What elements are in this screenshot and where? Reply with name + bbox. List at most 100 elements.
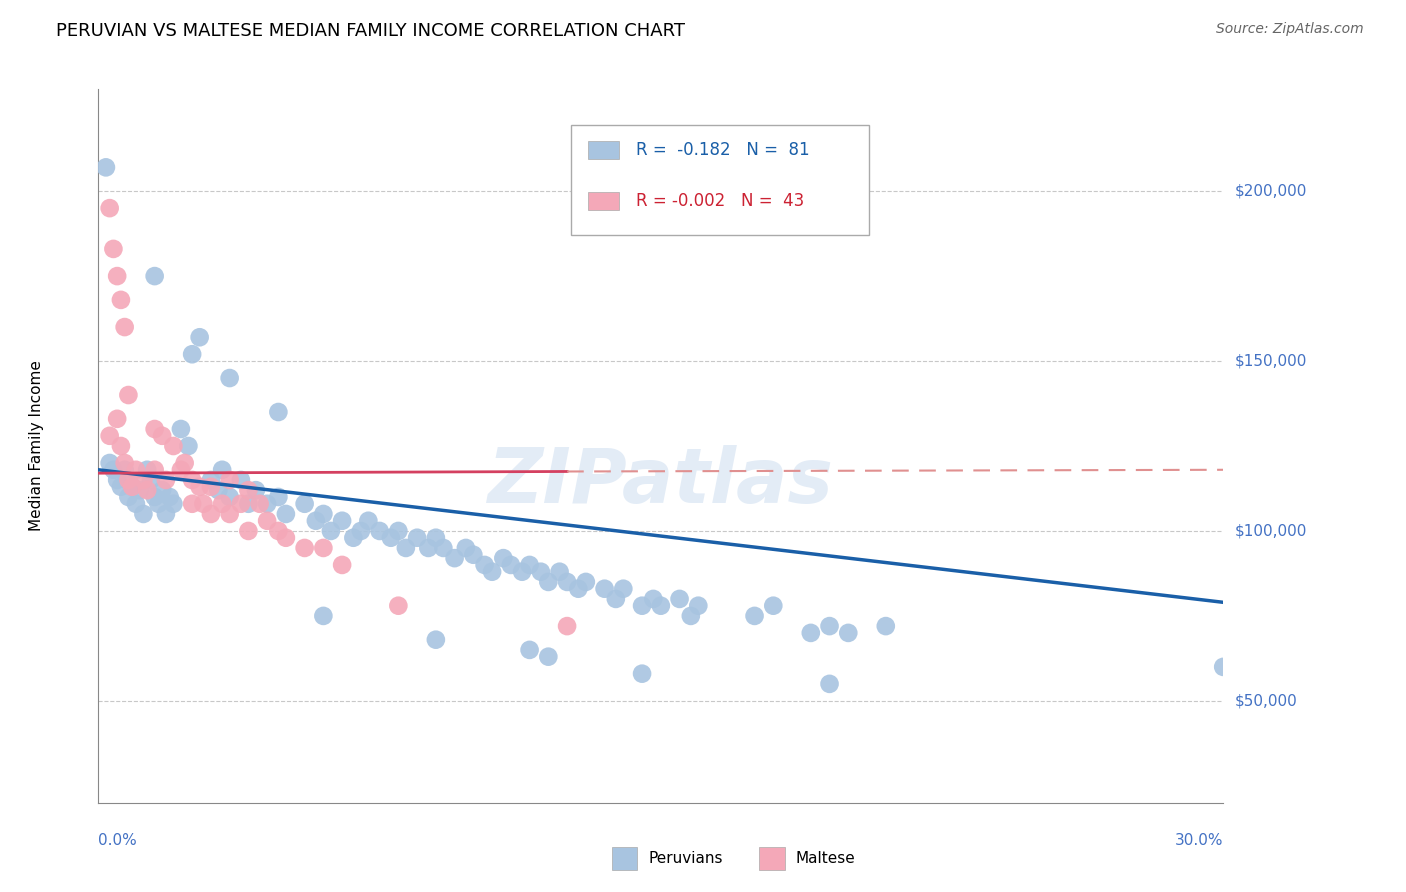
Point [267,490,290,504]
Point [837,626,859,640]
Point [800,626,823,640]
Point [200,480,222,494]
Point [688,599,710,613]
Point [312,608,335,623]
Point [425,632,447,647]
Point [245,483,267,498]
Point [114,320,136,334]
Point [432,541,454,555]
Point [114,463,136,477]
Point [173,456,195,470]
Point [380,531,402,545]
Point [103,242,125,256]
Text: $100,000: $100,000 [1234,524,1306,539]
Point [110,293,132,307]
Point [499,558,522,572]
Text: Peruvians: Peruvians [648,851,723,866]
Point [537,649,560,664]
Point [643,591,665,606]
Point [492,551,515,566]
Point [139,473,162,487]
Point [406,531,429,545]
Point [117,388,139,402]
Point [357,514,380,528]
Point [143,463,166,477]
Point [818,619,841,633]
Point [387,599,409,613]
Point [274,531,297,545]
Point [555,619,578,633]
Text: $200,000: $200,000 [1234,184,1306,199]
Point [110,480,132,494]
Point [162,497,184,511]
Point [105,473,128,487]
Point [159,490,181,504]
Point [143,422,166,436]
Point [668,591,690,606]
Point [537,574,560,589]
Point [103,463,125,477]
Point [350,524,373,538]
Point [249,497,271,511]
Bar [571,125,869,235]
Point [98,201,121,215]
Point [818,677,841,691]
Point [121,480,143,494]
Point [238,497,260,511]
Point [368,524,391,538]
Point [170,463,193,477]
Point [612,582,634,596]
Point [218,490,240,504]
Point [744,608,766,623]
Point [679,608,702,623]
Point [267,405,290,419]
Point [238,524,260,538]
Point [342,531,364,545]
Point [218,473,240,487]
Point [418,541,440,555]
Point [136,463,159,477]
Point [188,330,211,344]
Point [631,666,654,681]
Text: Maltese: Maltese [796,851,855,866]
Point [155,473,177,487]
Point [132,507,155,521]
Point [274,507,297,521]
Point [143,269,166,284]
Point [188,480,211,494]
Point [229,473,252,487]
Point [105,269,128,284]
Point [567,582,589,596]
Point [330,514,353,528]
Point [229,497,252,511]
Point [177,439,200,453]
Point [148,497,170,511]
Text: Source: ZipAtlas.com: Source: ZipAtlas.com [1216,22,1364,37]
Text: $150,000: $150,000 [1234,353,1306,368]
Point [463,548,485,562]
Point [150,429,173,443]
Point [305,514,328,528]
Point [181,497,204,511]
Point [575,574,598,589]
Point [267,524,290,538]
Point [200,473,222,487]
Point [155,507,177,521]
Point [548,565,571,579]
Point [454,541,477,555]
Point [128,483,150,498]
Point [875,619,897,633]
Point [762,599,785,613]
Point [218,371,240,385]
Point [1212,660,1234,674]
Text: ZIPatlas: ZIPatlas [488,445,834,518]
Point [474,558,496,572]
Point [121,480,143,494]
Point [125,463,148,477]
Point [510,565,533,579]
Point [593,582,616,596]
Point [650,599,672,613]
Point [117,473,139,487]
Point [162,439,184,453]
Point [98,429,121,443]
